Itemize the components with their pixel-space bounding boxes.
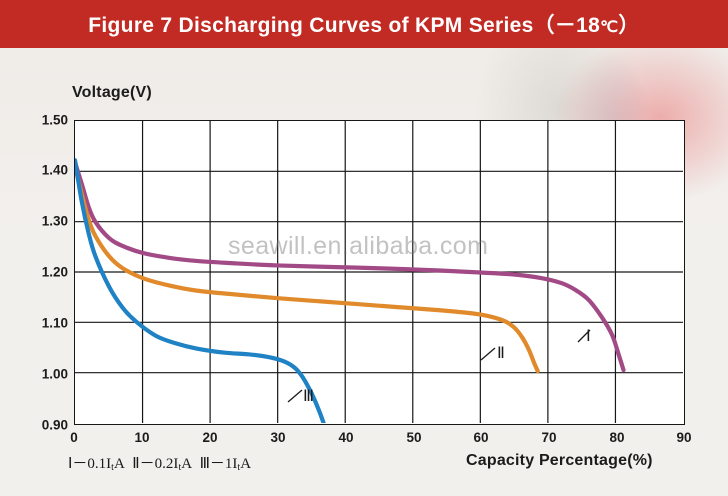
series-legend: Ⅰ－0.1ItA Ⅱ－0.2ItA Ⅲ－1ItA [68,452,251,473]
y-tick-5: 1.40 [41,162,68,178]
x-tick-9: 90 [676,430,692,445]
x-tick-0: 0 [70,430,78,445]
series-curve-3 [75,158,326,423]
series-curve-1 [75,160,626,373]
legend-series-3-prefix: Ⅲ－1I [199,456,238,472]
y-tick-0: 0.90 [41,417,68,433]
x-tick-3: 30 [270,430,286,445]
legend-series-1-suffix: A [113,456,125,472]
legend-series-3: Ⅲ－1ItA [199,456,252,473]
y-tick-1: 1.00 [41,366,68,382]
curve-label-one: Ⅰ [586,328,591,345]
x-tick-1: 10 [134,430,150,445]
x-tick-4: 40 [338,430,354,445]
legend-series-1: Ⅰ－0.1ItA [68,456,125,473]
curve-label-two: Ⅱ [497,345,505,362]
curves-svg [75,121,683,423]
x-tick-2: 20 [202,430,218,445]
x-axis-title: Capacity Percentage(%) [466,452,653,469]
legend-series-2-suffix: A [181,456,193,472]
x-tick-7: 70 [541,430,557,445]
figure-title-tail: ） [618,14,640,37]
curve-label-three: Ⅲ [303,388,315,405]
legend-series-3-sub: t [237,462,241,473]
y-tick-3: 1.20 [41,264,68,280]
y-tick-4: 1.30 [41,213,68,229]
figure-header-bar: Figure 7 Discharging Curves of KPM Serie… [0,0,728,48]
series-curve-2 [75,164,540,374]
legend-series-1-prefix: Ⅰ－0.1I [68,456,112,472]
legend-series-2-prefix: Ⅱ－0.2I [132,456,179,472]
legend-series-3-suffix: A [240,456,252,472]
y-axis-ticks: 0.90 1.00 1.10 1.20 1.30 1.40 1.50 [8,48,68,496]
y-axis-title: Voltage(V) [72,84,152,101]
legend-series-2: Ⅱ－0.2ItA [132,456,193,473]
figure-title-main: Figure 7 Discharging Curves of KPM Serie… [88,14,601,37]
x-tick-6: 60 [473,430,489,445]
x-tick-5: 50 [406,430,422,445]
x-tick-8: 80 [609,430,625,445]
figure-title: Figure 7 Discharging Curves of KPM Serie… [88,9,639,39]
legend-series-2-sub: t [178,462,182,473]
chart-area: Voltage(V) 0.90 1.00 1.10 1.20 1.30 1.40… [0,48,728,496]
y-tick-6: 1.50 [41,112,68,128]
legend-series-1-sub: t [111,462,114,473]
y-tick-2: 1.10 [41,315,68,331]
plot-area [74,120,685,425]
temperature-unit: ℃ [600,19,619,36]
